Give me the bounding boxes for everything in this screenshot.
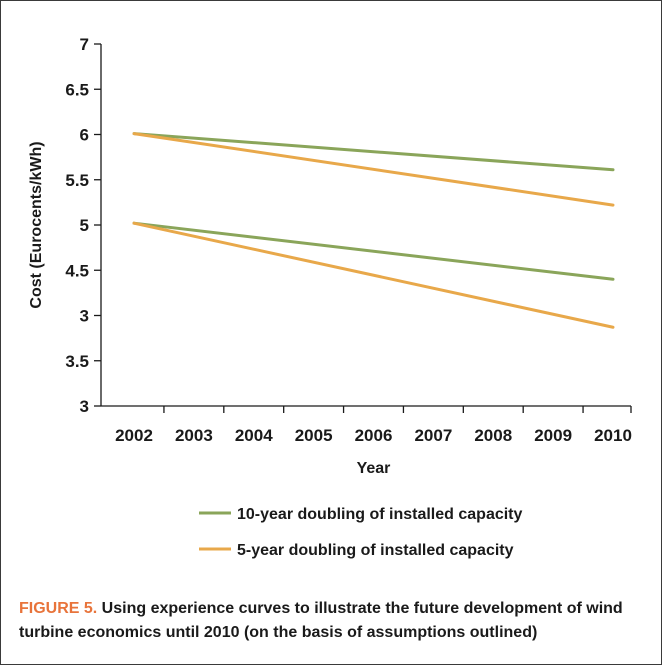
y-tick-label: 3.5 bbox=[65, 352, 89, 371]
series-line bbox=[132, 132, 615, 207]
series-line bbox=[132, 132, 615, 172]
y-tick-label: 5 bbox=[80, 216, 89, 235]
chart: 3 3.5 3 4.5 5 5.5 6 6.5 7 2002 2003 2004 2005 2006 200… bbox=[28, 35, 632, 559]
x-tick-label: 2004 bbox=[235, 426, 273, 445]
x-tick-label: 2007 bbox=[414, 426, 452, 445]
series-line bbox=[132, 221, 615, 281]
x-axis-title: Year bbox=[357, 460, 391, 477]
series-line bbox=[132, 221, 615, 329]
y-tick-label: 6 bbox=[80, 126, 89, 145]
x-tick-label: 2010 bbox=[594, 426, 632, 445]
x-tick-label: 2006 bbox=[355, 426, 393, 445]
legend-label: 10-year doubling of installed capacity bbox=[237, 506, 523, 523]
x-tick-label: 2009 bbox=[534, 426, 572, 445]
y-tick-label: 5.5 bbox=[65, 171, 89, 190]
y-tick-label: 7 bbox=[80, 35, 89, 54]
x-tick-label: 2002 bbox=[115, 426, 153, 445]
figure-label: FIGURE 5. bbox=[19, 600, 98, 617]
y-tick-label: 3 bbox=[80, 307, 89, 326]
y-axis-title: Cost (Eurocents/kWh) bbox=[28, 141, 45, 308]
y-tick-label: 4.5 bbox=[65, 261, 89, 280]
figure-caption: FIGURE 5. Using experience curves to ill… bbox=[19, 597, 649, 645]
x-tick-label: 2008 bbox=[474, 426, 512, 445]
caption-text: Using experience curves to illustrate th… bbox=[19, 600, 623, 641]
x-tick-label: 2003 bbox=[175, 426, 213, 445]
legend-label: 5-year doubling of installed capacity bbox=[237, 542, 514, 559]
y-tick-label: 3 bbox=[80, 397, 89, 416]
x-tick-label: 2005 bbox=[295, 426, 333, 445]
y-tick-label: 6.5 bbox=[65, 80, 89, 99]
